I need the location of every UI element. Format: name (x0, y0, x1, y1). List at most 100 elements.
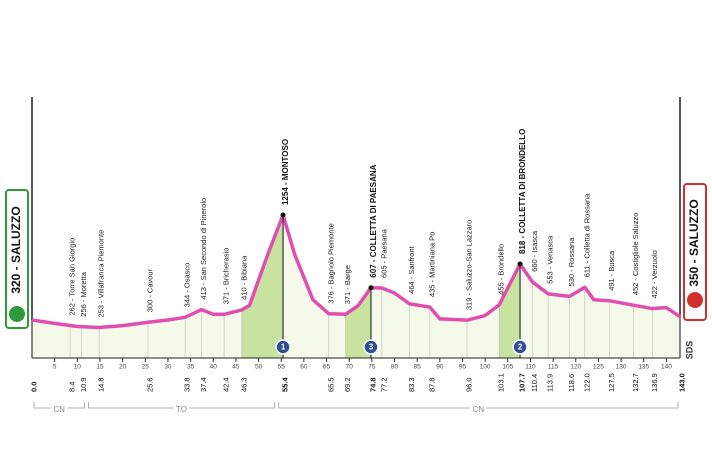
x-tick-label: 45 (232, 364, 240, 371)
x-tick-label: 80 (391, 364, 399, 371)
waypoint-label: 376 - Bagnolo Piemonte (326, 223, 335, 303)
x-tick-label: 60 (300, 364, 308, 371)
climb-badge (363, 339, 379, 355)
waypoint-label: 435 - Martiniana Po (427, 232, 436, 297)
waypoint-label: 410 - Bibiana (239, 255, 248, 300)
summit-dot (517, 261, 523, 267)
x-tick-label: 20 (119, 364, 127, 371)
x-tick-label: 25 (142, 364, 150, 371)
x-tick-label: 115 (548, 364, 559, 371)
climb-label: 607 - COLLETTA DI PAESANA (369, 164, 378, 277)
x-tick-label: 65 (323, 364, 331, 371)
summit-dot (368, 285, 374, 291)
climb-area (345, 215, 371, 358)
province-label: CN (53, 405, 65, 414)
waypoint-label: 553 - Venasca (546, 235, 555, 284)
x-tick-label: 70 (346, 364, 354, 371)
km-label: 127.5 (607, 373, 616, 392)
x-tick-label: 120 (570, 364, 581, 371)
km-label: 132.7 (631, 373, 640, 392)
km-label: 107.7 (518, 373, 527, 392)
km-label: 74.8 (368, 377, 377, 392)
km-label: 87.8 (427, 377, 436, 392)
waypoint-label: 464 - Sanfront (407, 245, 416, 293)
km-label: 96.0 (465, 377, 474, 392)
province-bracket (33, 402, 85, 409)
km-label: 46.3 (239, 377, 248, 392)
km-label: 122.0 (582, 373, 591, 392)
start-label: 320 - SALUZZO (9, 206, 23, 293)
km-label: 103.1 (497, 373, 506, 392)
x-tick-label: 105 (502, 364, 513, 371)
climb-category: 2 (518, 343, 523, 352)
x-tick-label: 110 (525, 364, 536, 371)
profile-line (31, 213, 681, 330)
climb-area (241, 215, 284, 358)
x-tick-label: 100 (480, 364, 491, 371)
finish-label: 350 - SALUZZO (687, 199, 701, 286)
km-label: 118.6 (567, 374, 576, 392)
climb-badge (275, 339, 291, 355)
climb-category: 3 (369, 343, 374, 352)
waypoint-label: 413 - San Secondo di Pinerolo (199, 198, 208, 300)
km-label: 8.4 (68, 382, 77, 392)
province-label: CN (473, 405, 485, 414)
x-tick-label: 140 (661, 364, 672, 371)
x-tick-label: 130 (616, 364, 627, 371)
waypoint-label: 300 - Cavour (145, 268, 154, 312)
km-label: 113.9 (546, 374, 555, 392)
waypoint-label: 611 - Colletta di Rossana (582, 193, 591, 277)
summit-dot (280, 212, 286, 218)
finish-icon (687, 292, 703, 308)
finish-box (683, 183, 707, 321)
waypoint-label: 319 - Saluzzo-San Lazzaro (465, 220, 474, 310)
x-tick-label: 15 (96, 364, 104, 371)
waypoint-label: 660 - Isasca (530, 230, 539, 272)
km-label: 110.4 (530, 374, 539, 392)
x-tick-label: 135 (638, 364, 649, 371)
waypoint-label: 605 - Paesana (379, 228, 388, 278)
waypoint-label: 262 - Torre San Giorgio (68, 238, 77, 316)
km-label: 83.3 (407, 377, 416, 392)
km-label: 33.8 (183, 377, 192, 392)
x-tick-label: 50 (255, 364, 263, 371)
climb-badge (512, 339, 528, 355)
climb-category: 1 (281, 343, 286, 352)
km-label: 136.9 (650, 373, 659, 392)
x-tick-label: 5 (53, 364, 57, 371)
km-label: 37.4 (199, 377, 208, 392)
km-label: 25.6 (145, 377, 154, 392)
province-bracket (87, 402, 276, 409)
km-label: 143.0 (677, 373, 686, 392)
x-tick-label: 90 (436, 364, 444, 371)
x-tick-label: 85 (414, 364, 422, 371)
climb-label: 818 - COLLETTA DI BRONDELLO (518, 129, 527, 254)
km-label: 10.9 (79, 377, 88, 392)
km-label: 42.4 (222, 377, 231, 392)
waypoint-label: 371 - Barge (343, 265, 352, 304)
km-label: 14.8 (97, 377, 106, 392)
start-box (5, 189, 29, 329)
waypoint-label: 256 - Moretta (79, 271, 88, 316)
waypoint-label: 530 - Rossana (567, 237, 576, 287)
waypoint-label: 455 - Brondello (497, 244, 506, 295)
x-tick-label: 35 (187, 364, 195, 371)
province-bracket (278, 402, 679, 409)
x-tick-label: 55 (278, 364, 286, 371)
x-tick-label: 40 (210, 364, 218, 371)
km-label: 55.4 (281, 377, 290, 392)
km-label: 65.5 (326, 377, 335, 392)
x-tick-label: 95 (459, 364, 467, 371)
km-label: 69.2 (343, 377, 352, 392)
km-label: 0.0 (29, 382, 38, 392)
x-tick-label: 10 (74, 364, 82, 371)
start-icon (9, 306, 25, 322)
waypoint-label: 491 - Busca (607, 250, 616, 291)
x-tick-label: 125 (593, 364, 604, 371)
climb-label: 1254 - MONTOSO (281, 139, 290, 205)
x-tick-label: 30 (164, 364, 172, 371)
waypoint-label: 344 - Osasco (183, 263, 192, 308)
km-label: 77.2 (379, 377, 388, 392)
x-tick-label: 75 (368, 364, 376, 371)
waypoint-label: 422 - Verzuolo (650, 250, 659, 298)
